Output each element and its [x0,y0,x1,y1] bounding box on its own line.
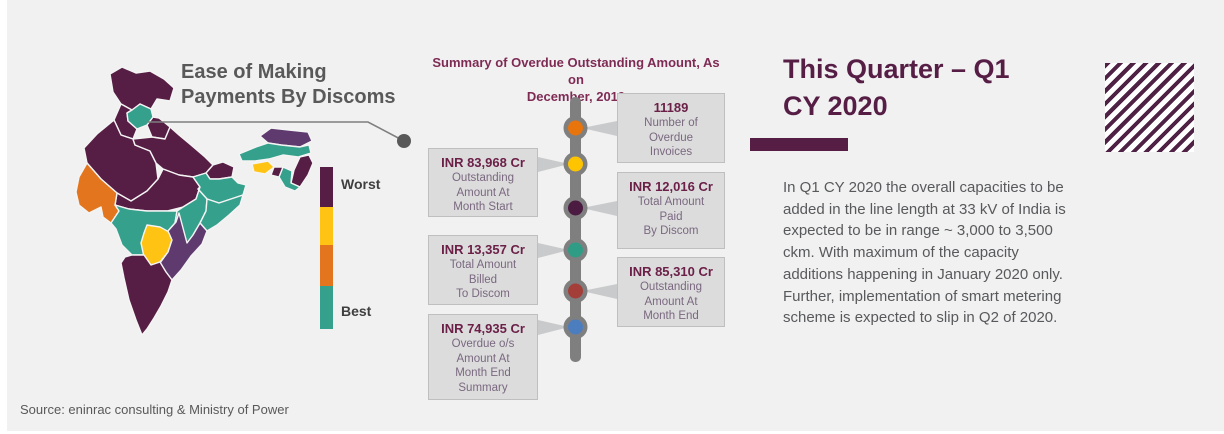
card-desc: Number of Overdue Invoices [644,117,698,158]
legend-segment-best [320,286,333,329]
state-andhra [159,212,208,281]
timeline-title-line2: December, 2019 [526,89,626,104]
page-margin-bottom [0,431,1224,434]
state-south-peninsula [120,254,173,336]
connector-left-3 [538,320,569,335]
page-margin-left [0,0,7,434]
timeline-node-month-start [568,156,583,172]
map-legend [320,167,333,329]
timeline-node-invoices [568,120,583,136]
timeline-card-paid: INR 12,016 Cr Total Amount Paid By Disco… [617,172,725,249]
timeline-title-line1: Summary of Overdue Outstanding Amount, A… [432,55,720,87]
card-value: INR 74,935 Cr [441,321,525,336]
timeline-card-overdue-os: INR 74,935 Cr Overdue o/s Amount At Mont… [428,314,538,400]
card-desc: Outstanding Amount At Month Start [451,172,514,213]
timeline-card-month-end: INR 85,310 Cr Outstanding Amount At Mont… [617,257,725,327]
timeline-graphic [538,97,617,362]
connector-right-1 [582,121,617,136]
connector-left-1 [538,157,569,172]
state-nagaland-mizoram [290,154,314,188]
map-callout-dot [397,134,411,148]
map-title-line1: Ease of Making [181,61,327,83]
timeline-card-month-start: INR 83,968 Cr Outstanding Amount At Mont… [428,148,538,217]
legend-segment-2 [320,207,333,245]
state-tripura [278,166,301,192]
quarter-heading: This Quarter – Q1 CY 2020 [783,51,1010,125]
heading-accent-bar [750,138,848,151]
card-value: INR 13,357 Cr [441,242,525,257]
state-manipur [270,166,284,178]
map-title-line2: Payments By Discoms [181,86,396,108]
quarter-heading-line1: This Quarter – Q1 [783,54,1010,84]
card-desc: Total Amount Paid By Discom [637,196,705,237]
legend-segment-worst [320,167,333,207]
map-callout-line [148,121,405,142]
state-jammu-kashmir [109,66,175,111]
state-meghalaya [251,160,275,175]
card-desc: Total Amount Billed To Discom [449,259,517,300]
card-value: INR 12,016 Cr [629,179,713,194]
state-himachal [126,103,154,130]
timeline-card-invoices: 11189 Number of Overdue Invoices [617,93,725,163]
card-desc: Overdue o/s Amount At Month End Summary [451,338,515,394]
card-value: 11189 [653,100,689,115]
quarter-body-text: In Q1 CY 2020 the overall capacities to … [783,179,1066,327]
timeline-node-month-end [568,283,583,299]
timeline-node-paid [568,200,583,216]
legend-worst-label: Worst [341,176,381,192]
hatch-decoration [1105,63,1194,152]
connector-right-2 [582,201,617,216]
map-title: Ease of Making Payments By Discoms [181,60,396,110]
timeline-node-billed [568,242,583,258]
timeline-title: Summary of Overdue Outstanding Amount, A… [425,54,727,105]
state-gujarat [75,162,120,224]
india-choropleth-map [75,66,411,336]
timeline-node-overdue-os [568,319,583,335]
state-odisha [199,194,244,232]
quarter-heading-line2: CY 2020 [783,91,888,121]
connector-left-2 [538,243,569,258]
legend-segment-3 [320,245,333,286]
source-note: Source: eninrac consulting & Ministry of… [20,402,289,417]
state-assam [238,142,312,162]
card-value: INR 85,310 Cr [629,264,713,279]
connector-right-3 [582,284,617,299]
legend-best-label: Best [341,303,372,319]
card-value: INR 83,968 Cr [441,155,525,170]
card-desc: Outstanding Amount At Month End [639,281,702,322]
timeline-card-billed: INR 13,357 Cr Total Amount Billed To Dis… [428,235,538,305]
